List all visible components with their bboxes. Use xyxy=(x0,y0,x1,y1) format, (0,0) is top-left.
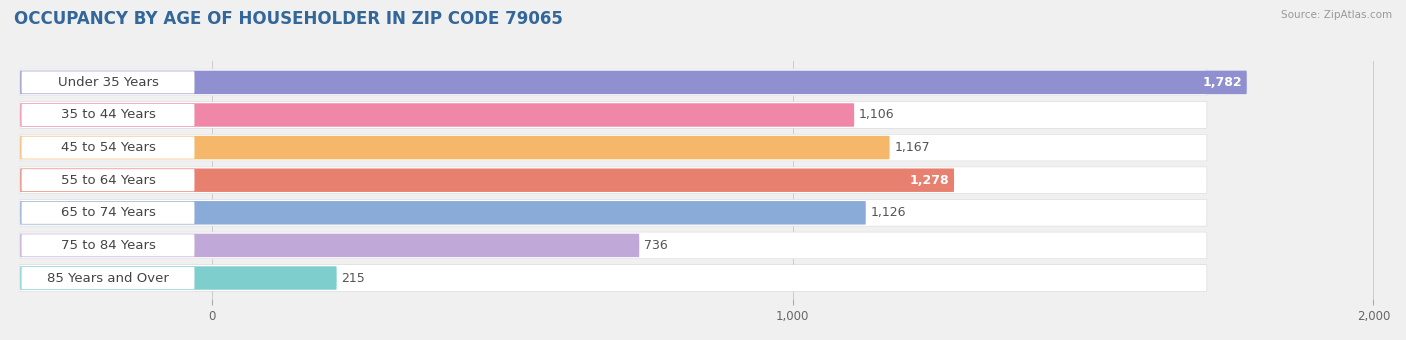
FancyBboxPatch shape xyxy=(20,232,1206,258)
FancyBboxPatch shape xyxy=(20,135,1206,160)
FancyBboxPatch shape xyxy=(20,232,1208,259)
FancyBboxPatch shape xyxy=(20,102,1206,128)
FancyBboxPatch shape xyxy=(20,167,1208,194)
FancyBboxPatch shape xyxy=(20,69,1208,96)
FancyBboxPatch shape xyxy=(20,134,1208,161)
Text: Source: ZipAtlas.com: Source: ZipAtlas.com xyxy=(1281,10,1392,20)
FancyBboxPatch shape xyxy=(20,266,336,290)
FancyBboxPatch shape xyxy=(20,69,1206,96)
Text: Under 35 Years: Under 35 Years xyxy=(58,76,159,89)
FancyBboxPatch shape xyxy=(20,103,855,127)
FancyBboxPatch shape xyxy=(21,202,194,224)
Text: OCCUPANCY BY AGE OF HOUSEHOLDER IN ZIP CODE 79065: OCCUPANCY BY AGE OF HOUSEHOLDER IN ZIP C… xyxy=(14,10,562,28)
Text: 1,278: 1,278 xyxy=(910,174,949,187)
Text: 35 to 44 Years: 35 to 44 Years xyxy=(60,108,156,121)
Text: 45 to 54 Years: 45 to 54 Years xyxy=(60,141,156,154)
Text: 1,782: 1,782 xyxy=(1202,76,1241,89)
FancyBboxPatch shape xyxy=(20,200,1206,226)
Text: 1,167: 1,167 xyxy=(894,141,931,154)
FancyBboxPatch shape xyxy=(21,137,194,159)
FancyBboxPatch shape xyxy=(20,201,866,224)
Text: 85 Years and Over: 85 Years and Over xyxy=(46,272,169,285)
FancyBboxPatch shape xyxy=(21,71,194,94)
FancyBboxPatch shape xyxy=(20,265,1206,291)
FancyBboxPatch shape xyxy=(20,168,955,192)
FancyBboxPatch shape xyxy=(20,199,1208,226)
FancyBboxPatch shape xyxy=(20,265,1208,291)
Text: 1,106: 1,106 xyxy=(859,108,894,121)
FancyBboxPatch shape xyxy=(21,169,194,191)
Text: 215: 215 xyxy=(342,272,366,285)
FancyBboxPatch shape xyxy=(21,234,194,256)
FancyBboxPatch shape xyxy=(21,267,194,289)
FancyBboxPatch shape xyxy=(20,71,1247,94)
FancyBboxPatch shape xyxy=(20,101,1208,129)
Text: 65 to 74 Years: 65 to 74 Years xyxy=(60,206,156,219)
Text: 75 to 84 Years: 75 to 84 Years xyxy=(60,239,156,252)
FancyBboxPatch shape xyxy=(20,234,640,257)
Text: 736: 736 xyxy=(644,239,668,252)
FancyBboxPatch shape xyxy=(21,104,194,126)
FancyBboxPatch shape xyxy=(20,136,890,159)
Text: 1,126: 1,126 xyxy=(870,206,907,219)
Text: 55 to 64 Years: 55 to 64 Years xyxy=(60,174,156,187)
FancyBboxPatch shape xyxy=(20,167,1206,193)
